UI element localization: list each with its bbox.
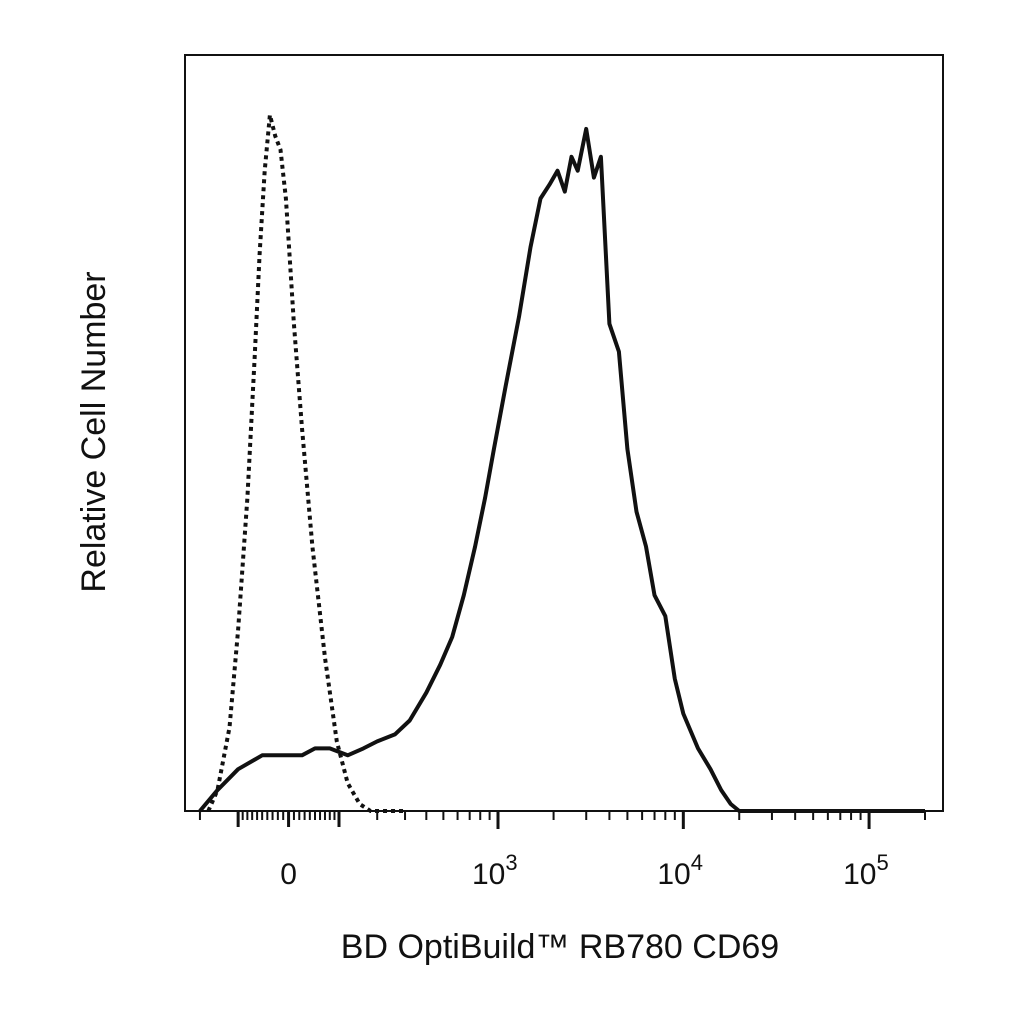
data-series: [198, 113, 925, 813]
x-tick-label: 105: [843, 850, 889, 891]
x-tick-label: 0: [280, 858, 297, 891]
x-axis-ticks: [198, 811, 926, 829]
x-axis-title: BD OptiBuild™ RB780 CD69: [341, 928, 779, 966]
x-tick-label: 104: [657, 850, 703, 891]
x-tick-label: 103: [472, 850, 518, 891]
x-axis-tick-labels: 0 103 104 105: [280, 850, 888, 891]
dotted-histogram-line: [206, 113, 405, 813]
plot-frame: [184, 54, 944, 812]
solid-histogram-line: [198, 126, 925, 813]
y-axis-title: Relative Cell Number: [75, 271, 113, 592]
